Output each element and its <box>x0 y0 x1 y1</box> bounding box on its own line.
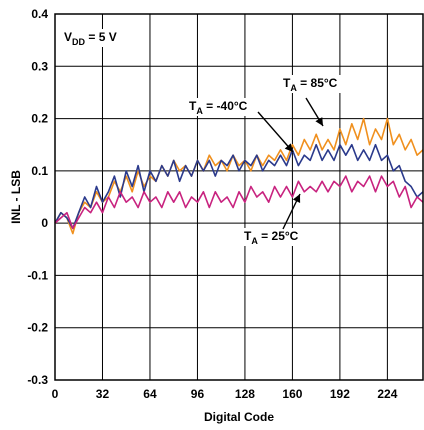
arrow-head <box>315 117 323 126</box>
series-line-0 <box>54 117 424 235</box>
y-tick-label: -0.3 <box>27 373 48 387</box>
annotation-label: TA = -40°C <box>189 99 248 116</box>
annotation-bg <box>186 98 261 116</box>
series-line-2 <box>54 175 424 230</box>
x-tick-labels: 0 32 64 96 128 160 192 224 <box>52 387 398 401</box>
x-tick-label: 224 <box>377 387 397 401</box>
y-tick-label: -0.2 <box>27 321 48 335</box>
plot-frame <box>54 13 424 381</box>
y-axis-title: INL - LSB <box>9 170 23 224</box>
y-tick-label: 0.2 <box>31 112 48 126</box>
x-tick-label: 160 <box>282 387 302 401</box>
x-tick-label: 192 <box>330 387 350 401</box>
x-tick-label: 64 <box>143 387 157 401</box>
annotation-label: TA = 85°C <box>283 76 338 93</box>
grid <box>55 14 423 380</box>
annotation-label: VDD = 5 V <box>64 30 117 47</box>
series-group <box>54 117 424 235</box>
annotation-bg <box>280 75 348 93</box>
y-tick-label: 0.4 <box>31 7 48 21</box>
annotation-bg <box>241 228 309 246</box>
x-tick-label: 32 <box>96 387 110 401</box>
x-tick-label: 96 <box>191 387 205 401</box>
y-tick-label: 0.3 <box>31 59 48 73</box>
y-tick-label: -0.1 <box>27 268 48 282</box>
annotation-arrow <box>257 111 294 153</box>
annotation-label: TA = 25°C <box>244 229 299 246</box>
y-tick-labels: -0.3 -0.2 -0.1 0 0.1 0.2 0.3 0.4 <box>27 7 48 387</box>
x-tick-label: 0 <box>52 387 59 401</box>
series-line-1 <box>54 143 424 230</box>
annotation-bg <box>61 29 128 47</box>
x-axis-title: Digital Code <box>204 410 274 424</box>
x-tick-label: 128 <box>235 387 255 401</box>
arrow-head <box>284 143 293 152</box>
y-tick-label: 0 <box>41 216 48 230</box>
annotations: VDD = 5 V TA = 85°C TA = -40°C TA = 25°C <box>61 29 348 246</box>
arrow-head <box>292 194 301 203</box>
y-tick-label: 0.1 <box>31 164 48 178</box>
